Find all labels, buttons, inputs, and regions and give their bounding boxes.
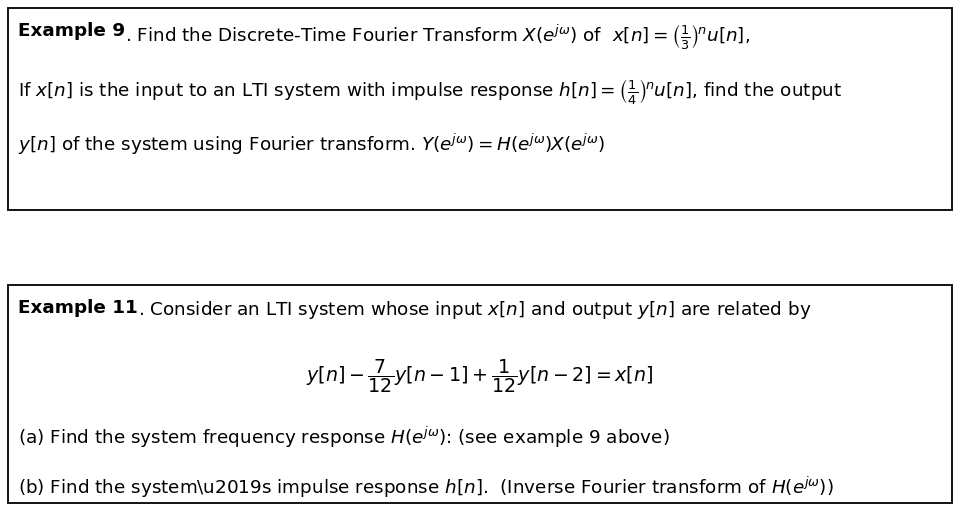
Text: . Find the Discrete-Time Fourier Transform $X(e^{j\omega})$ of  $x[n] = \left(\f: . Find the Discrete-Time Fourier Transfo… [125, 22, 750, 51]
Text: (a) Find the system frequency response $H(e^{j\omega})$: (see example 9 above): (a) Find the system frequency response $… [18, 425, 670, 450]
Bar [8, 285, 952, 503]
Text: . Consider an LTI system whose input $x[n]$ and output $y[n]$ are related by: . Consider an LTI system whose input $x[… [137, 299, 811, 321]
Text: Example 9: Example 9 [18, 22, 125, 40]
Text: If $x[n]$ is the input to an LTI system with impulse response $h[n] = \left(\fra: If $x[n]$ is the input to an LTI system … [18, 77, 842, 106]
Text: $y[n] - \dfrac{7}{12}y[n-1] + \dfrac{1}{12}y[n-2] = x[n]$: $y[n] - \dfrac{7}{12}y[n-1] + \dfrac{1}{… [306, 357, 654, 395]
Text: (b) Find the system\u2019s impulse response $h[n]$.  (Inverse Fourier transform : (b) Find the system\u2019s impulse respo… [18, 475, 833, 500]
Text: $y[n]$ of the system using Fourier transform. $Y(e^{j\omega}) = H(e^{j\omega})X(: $y[n]$ of the system using Fourier trans… [18, 132, 605, 157]
Text: Example 11: Example 11 [18, 299, 137, 317]
Bar [8, 8, 952, 210]
